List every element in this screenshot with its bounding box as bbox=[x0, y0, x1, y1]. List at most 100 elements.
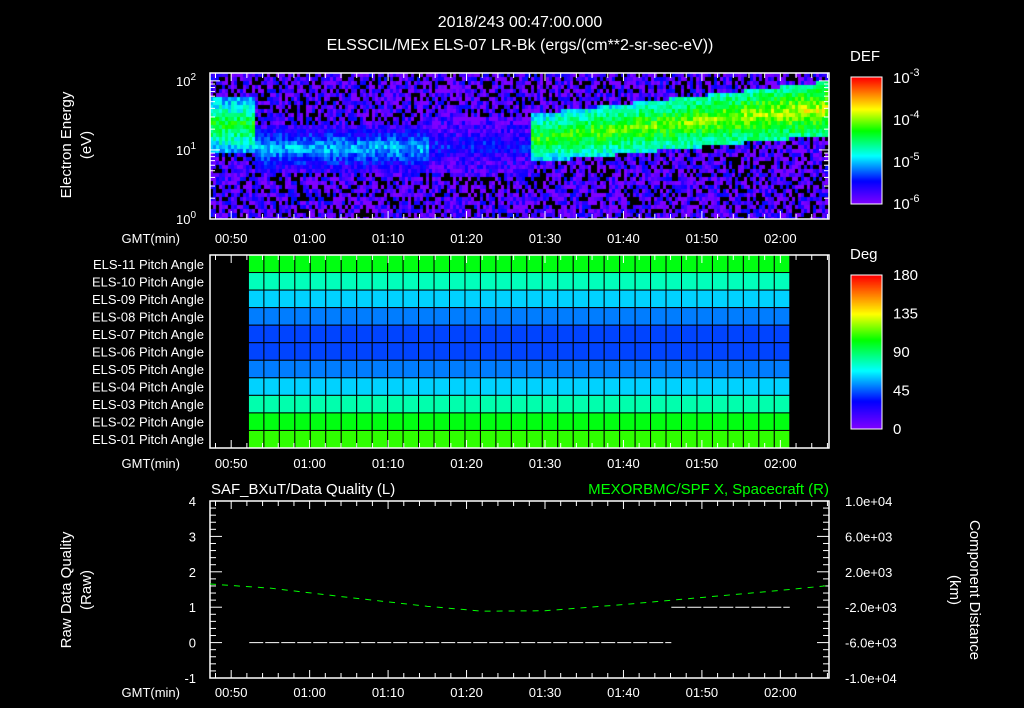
pitch-angle-cell bbox=[402, 394, 420, 414]
pitch-angle-time-label: 01:10 bbox=[372, 456, 405, 471]
pitch-angle-cell bbox=[402, 289, 420, 309]
deg-colorbar-swatch bbox=[851, 316, 882, 318]
pitch-angle-cell bbox=[387, 307, 404, 326]
pitch-angle-cell bbox=[541, 324, 559, 344]
pitch-angle-cell bbox=[340, 342, 358, 361]
deg-colorbar-swatch bbox=[851, 337, 882, 339]
deg-colorbar-swatch bbox=[851, 410, 882, 412]
pitch-angle-frame bbox=[209, 254, 830, 449]
pitch-angle-cell bbox=[758, 377, 775, 396]
pitch-angle-cell bbox=[696, 254, 713, 274]
pitch-angle-cell bbox=[681, 412, 698, 431]
bottom-panel-time-label: 01:50 bbox=[686, 685, 719, 700]
pitch-angle-cell bbox=[433, 342, 451, 361]
deg-colorbar-tick-label: 90 bbox=[893, 344, 910, 361]
data-quality-ylabel: Raw Data Quality bbox=[58, 531, 75, 648]
deg-colorbar-swatch bbox=[851, 329, 882, 331]
pitch-angle-cell bbox=[356, 254, 373, 274]
right-axis-tick-label: -1.0e+04 bbox=[845, 671, 897, 686]
deg-colorbar-swatch bbox=[851, 403, 882, 405]
pitch-angle-cell bbox=[309, 272, 327, 291]
pitch-angle-cell bbox=[294, 324, 311, 344]
deg-colorbar-swatch bbox=[851, 290, 882, 292]
pitch-angle-cell bbox=[294, 254, 311, 274]
pitch-angle-cell bbox=[433, 254, 451, 274]
deg-colorbar-swatch bbox=[851, 363, 882, 365]
pitch-angle-cell bbox=[650, 342, 667, 361]
pitch-angle-cell bbox=[479, 254, 497, 274]
spectrogram-time-label: 02:00 bbox=[764, 231, 797, 246]
def-colorbar-swatch bbox=[851, 141, 882, 143]
pitch-angle-cell bbox=[696, 429, 713, 449]
pitch-angle-cell bbox=[588, 359, 605, 379]
pitch-angle-cell bbox=[510, 377, 528, 396]
pitch-angle-cell bbox=[356, 377, 373, 396]
distance-ylabel: Component Distance bbox=[966, 520, 983, 660]
deg-colorbar-swatch bbox=[851, 295, 882, 297]
def-colorbar-swatch bbox=[851, 183, 882, 185]
def-colorbar-swatch bbox=[851, 138, 882, 140]
pitch-angle-cell bbox=[495, 394, 512, 414]
deg-colorbar-swatch bbox=[851, 353, 882, 355]
deg-colorbar-swatch bbox=[851, 366, 882, 368]
deg-colorbar-swatch bbox=[851, 298, 882, 300]
pitch-angle-cell bbox=[619, 289, 636, 309]
energy-tick-label: 102 bbox=[176, 72, 196, 89]
pitch-angle-cell bbox=[309, 324, 327, 344]
pitch-angle-cell bbox=[263, 289, 280, 309]
pitch-angle-time-label: 01:50 bbox=[686, 456, 719, 471]
pitch-angle-cell bbox=[449, 289, 466, 309]
header-title: ELSSCIL/MEx ELS-07 LR-Bk (ergs/(cm**2-sr… bbox=[327, 37, 714, 54]
pitch-angle-cell bbox=[773, 412, 791, 431]
bottom-panel-time-label: 01:20 bbox=[450, 685, 483, 700]
pitch-angle-cell bbox=[634, 324, 652, 344]
pitch-angle-cell bbox=[665, 377, 683, 396]
pitch-angle-cell bbox=[526, 324, 543, 344]
pitch-angle-cell bbox=[665, 359, 683, 379]
pitch-angle-cell bbox=[696, 359, 713, 379]
pitch-angle-cell bbox=[742, 324, 760, 344]
pitch-angle-cell bbox=[433, 394, 451, 414]
pitch-angle-cell bbox=[727, 307, 744, 326]
def-colorbar-swatch bbox=[851, 135, 882, 137]
deg-colorbar-swatch bbox=[851, 283, 882, 285]
def-colorbar-swatch bbox=[851, 140, 882, 142]
def-colorbar-swatch bbox=[851, 100, 882, 102]
def-colorbar-swatch bbox=[851, 147, 882, 149]
deg-colorbar-swatch bbox=[851, 404, 882, 406]
pitch-angle-cell bbox=[572, 254, 590, 274]
def-colorbar-swatch bbox=[851, 202, 882, 204]
deg-colorbar-swatch bbox=[851, 317, 882, 319]
left-axis-tick-label: -1 bbox=[184, 671, 196, 686]
pitch-angle-cell bbox=[263, 429, 280, 449]
def-colorbar-swatch bbox=[851, 192, 882, 194]
pitch-angle-cell bbox=[711, 394, 729, 414]
pitch-angle-cell bbox=[711, 429, 729, 449]
pitch-angle-cell bbox=[495, 377, 512, 396]
deg-colorbar-swatch bbox=[851, 302, 882, 304]
pitch-angle-cell bbox=[665, 429, 683, 449]
pitch-angle-cell bbox=[356, 429, 373, 449]
pitch-angle-cell bbox=[711, 254, 729, 274]
pitch-angle-cell bbox=[479, 289, 497, 309]
pitch-angle-cell bbox=[650, 412, 667, 431]
pitch-angle-cell bbox=[263, 359, 280, 379]
pitch-angle-cell bbox=[510, 307, 528, 326]
pitch-angle-cell bbox=[588, 394, 605, 414]
pitch-angle-cell bbox=[325, 272, 342, 291]
def-colorbar-swatch bbox=[851, 95, 882, 97]
pitch-angle-cell bbox=[247, 307, 265, 326]
pitch-angle-cell bbox=[340, 254, 358, 274]
pitch-angle-cell bbox=[634, 307, 652, 326]
deg-colorbar-swatch bbox=[851, 313, 882, 315]
pitch-angle-cell bbox=[387, 394, 404, 414]
def-colorbar-swatch bbox=[851, 111, 882, 113]
left-axis-tick-label: 1 bbox=[189, 600, 196, 615]
def-colorbar-swatch bbox=[851, 110, 882, 112]
spectrogram-time-label: 01:50 bbox=[686, 231, 719, 246]
deg-colorbar-swatch bbox=[851, 396, 882, 398]
pitch-angle-cell bbox=[696, 342, 713, 361]
pitch-angle-cell bbox=[278, 377, 296, 396]
right-axis-tick-label: -6.0e+03 bbox=[845, 636, 897, 651]
